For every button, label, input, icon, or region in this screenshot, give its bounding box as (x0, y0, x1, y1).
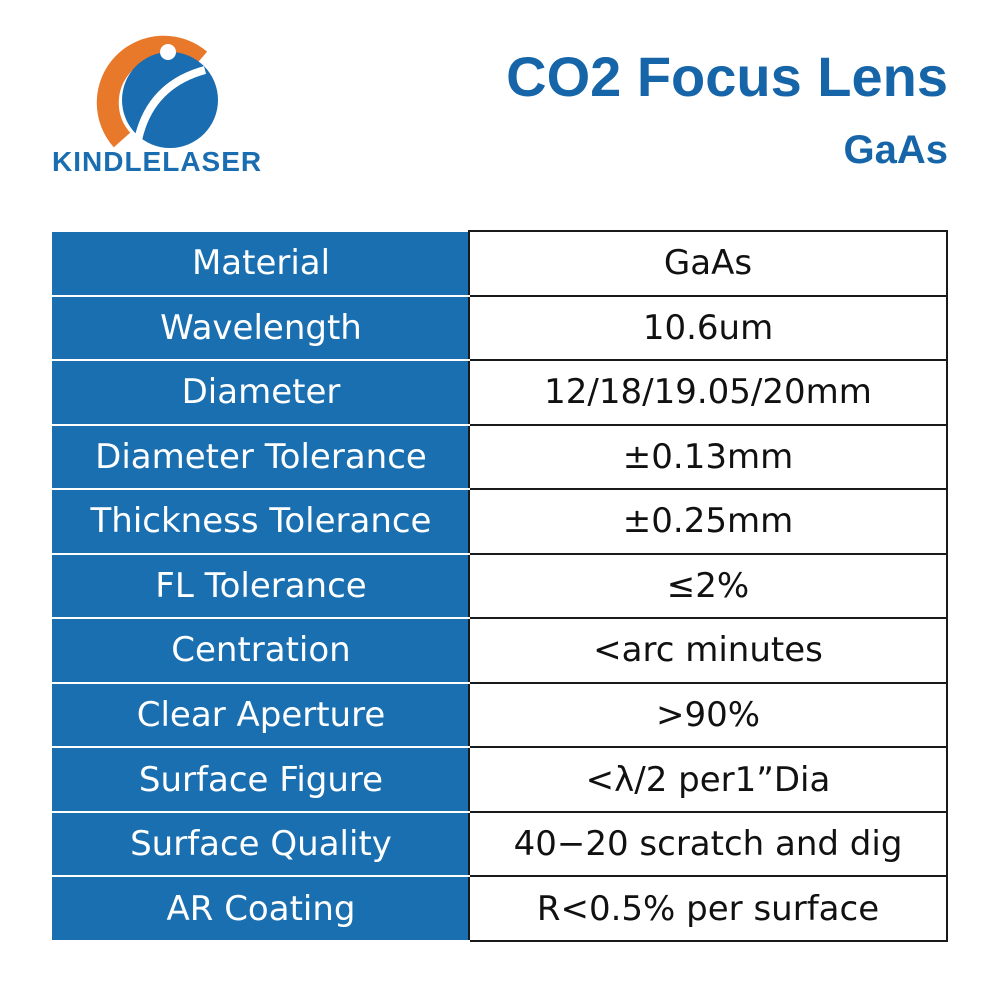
spec-value: <arc minutes (468, 617, 948, 684)
spec-row: Diameter Tolerance ±0.13mm (52, 423, 948, 491)
spec-row: Centration <arc minutes (52, 617, 948, 684)
spec-value: GaAs (468, 230, 948, 297)
spec-label: AR Coating (52, 875, 470, 942)
spec-row: Thickness Tolerance ±0.25mm (52, 488, 948, 555)
spec-row: Surface Quality 40−20 scratch and dig (52, 810, 948, 878)
spec-row: Material GaAs (52, 230, 948, 297)
logo-swoosh (134, 66, 207, 141)
spec-row: FL Tolerance ≤2% (52, 552, 948, 620)
logo-sun (160, 44, 176, 60)
spec-label: Clear Aperture (52, 681, 470, 749)
spec-value: R<0.5% per surface (468, 875, 948, 942)
spec-row: Surface Figure <λ/2 per1”Dia (52, 746, 948, 813)
spec-label: Thickness Tolerance (52, 488, 470, 555)
logo-arc (96, 35, 208, 148)
spec-label: Diameter (52, 359, 470, 426)
spec-label: Diameter Tolerance (52, 423, 470, 491)
spec-row: Wavelength 10.6um (52, 294, 948, 362)
spec-row: Clear Aperture >90% (52, 681, 948, 749)
spec-row: Diameter 12/18/19.05/20mm (52, 359, 948, 426)
logo-text: KINDLELASER (52, 146, 263, 177)
spec-value: ±0.13mm (468, 423, 948, 491)
spec-value: ±0.25mm (468, 488, 948, 555)
spec-value: <λ/2 per1”Dia (468, 746, 948, 813)
spec-label: FL Tolerance (52, 552, 470, 620)
title: CO2 Focus Lens (506, 45, 948, 108)
spec-table: Material GaAs Wavelength 10.6um Diameter 12/1… (52, 230, 948, 942)
spec-value: >90% (468, 681, 948, 749)
spec-value: ≤2% (468, 552, 948, 620)
spec-label: Centration (52, 617, 470, 684)
subtitle: GaAs (843, 128, 949, 172)
spec-label: Surface Figure (52, 746, 470, 813)
spec-label: Wavelength (52, 294, 470, 362)
spec-value: 12/18/19.05/20mm (468, 359, 948, 426)
spec-value: 40−20 scratch and dig (468, 810, 948, 878)
spec-label: Material (52, 230, 470, 297)
spec-label: Surface Quality (52, 810, 470, 878)
logo-mark (96, 35, 218, 148)
spec-value: 10.6um (468, 294, 948, 362)
spec-row: AR Coating R<0.5% per surface (52, 875, 948, 942)
